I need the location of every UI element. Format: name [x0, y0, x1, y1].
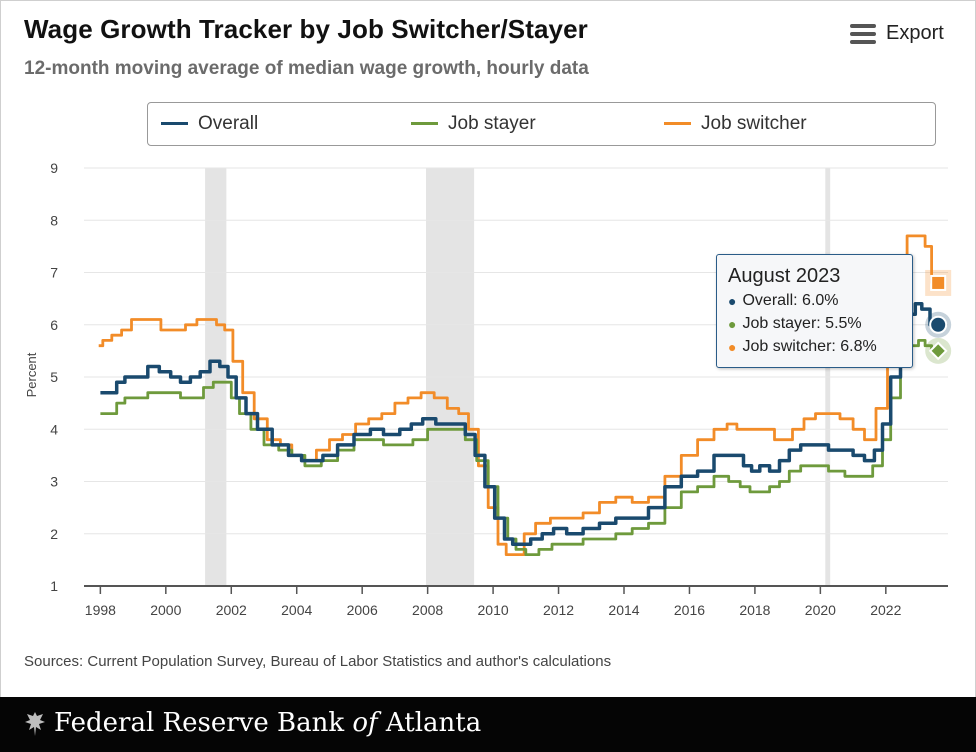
bullet-icon: ● — [728, 293, 737, 309]
export-label: Export — [886, 22, 944, 44]
x-tick-label: 2022 — [870, 602, 901, 618]
x-tick-label: 2004 — [281, 602, 312, 618]
export-button[interactable]: Export — [850, 22, 944, 45]
y-tick-label: 7 — [50, 265, 58, 281]
y-tick-label: 4 — [50, 421, 58, 437]
footer-brand: Federal Reserve Bank of Atlanta — [54, 708, 481, 738]
bullet-icon: ● — [728, 316, 737, 332]
y-tick-label: 3 — [50, 474, 58, 490]
marker-stayer — [928, 341, 948, 361]
chart-subtitle: 12-month moving average of median wage g… — [24, 58, 589, 79]
tooltip-value-job-switcher: Job switcher: 6.8% — [742, 338, 877, 355]
y-axis-label: Percent — [24, 352, 39, 397]
legend-label-overall: Overall — [198, 112, 259, 134]
series-line-overall — [100, 302, 935, 546]
tooltip-value-job-stayer: Job stayer: 5.5% — [742, 315, 862, 332]
brand-text: Federal Reserve Bank — [54, 708, 353, 738]
tooltip-row-overall: ● Overall: 6.0% — [728, 292, 839, 310]
legend-item-job-stayer[interactable]: Job stayer — [411, 103, 536, 144]
x-tick-label: 2000 — [150, 602, 181, 618]
eagle-logo-icon — [25, 712, 45, 736]
x-tick-label: 2008 — [412, 602, 443, 618]
y-tick-label: 2 — [50, 526, 58, 542]
legend-swatch-job-switcher — [664, 122, 691, 125]
y-tick-label: 8 — [50, 212, 58, 228]
x-tick-label: 1998 — [85, 602, 116, 618]
y-tick-label: 1 — [50, 578, 58, 594]
x-tick-label: 2014 — [608, 602, 639, 618]
legend-item-job-switcher[interactable]: Job switcher — [664, 103, 807, 144]
legend-label-job-stayer: Job stayer — [448, 112, 536, 134]
y-tick-label: 9 — [50, 160, 58, 176]
legend-swatch-overall — [161, 122, 188, 125]
tooltip-row-job-stayer: ● Job stayer: 5.5% — [728, 315, 862, 333]
x-tick-label: 2016 — [674, 602, 705, 618]
legend-item-overall[interactable]: Overall — [161, 103, 258, 144]
line-chart: 1 2 3 4 5 6 7 8 9 1998 2000 2002 2004 2006 2008 2010 201… — [24, 160, 952, 618]
series-line-stayer — [100, 339, 935, 556]
y-tick-label: 6 — [50, 317, 58, 333]
footer-bar — [0, 697, 976, 752]
brand-of: of — [352, 708, 378, 738]
x-tick-label: 2018 — [739, 602, 770, 618]
legend: Overall Job stayer Job switcher — [147, 102, 936, 146]
x-tick-label: 2012 — [543, 602, 574, 618]
source-note: Sources: Current Population Survey, Bure… — [24, 653, 612, 670]
tooltip-title: August 2023 — [728, 265, 841, 287]
bullet-icon: ● — [728, 339, 737, 355]
brand-text-2: Atlanta — [377, 708, 482, 738]
x-tick-label: 2002 — [216, 602, 247, 618]
legend-label-job-switcher: Job switcher — [701, 112, 807, 134]
menu-icon — [850, 23, 876, 44]
tooltip: August 2023 ● Overall: 6.0% ● Job stayer… — [716, 254, 913, 368]
marker-overall — [929, 315, 948, 334]
marker-switcher — [930, 274, 947, 291]
tooltip-value-overall: Overall: 6.0% — [742, 292, 839, 309]
chart-title: Wage Growth Tracker by Job Switcher/Stay… — [24, 14, 588, 44]
x-tick-label: 2010 — [478, 602, 509, 618]
tooltip-row-job-switcher: ● Job switcher: 6.8% — [728, 338, 877, 356]
y-tick-label: 5 — [50, 369, 58, 385]
x-tick-label: 2020 — [805, 602, 836, 618]
legend-swatch-job-stayer — [411, 122, 438, 125]
x-tick-label: 2006 — [347, 602, 378, 618]
